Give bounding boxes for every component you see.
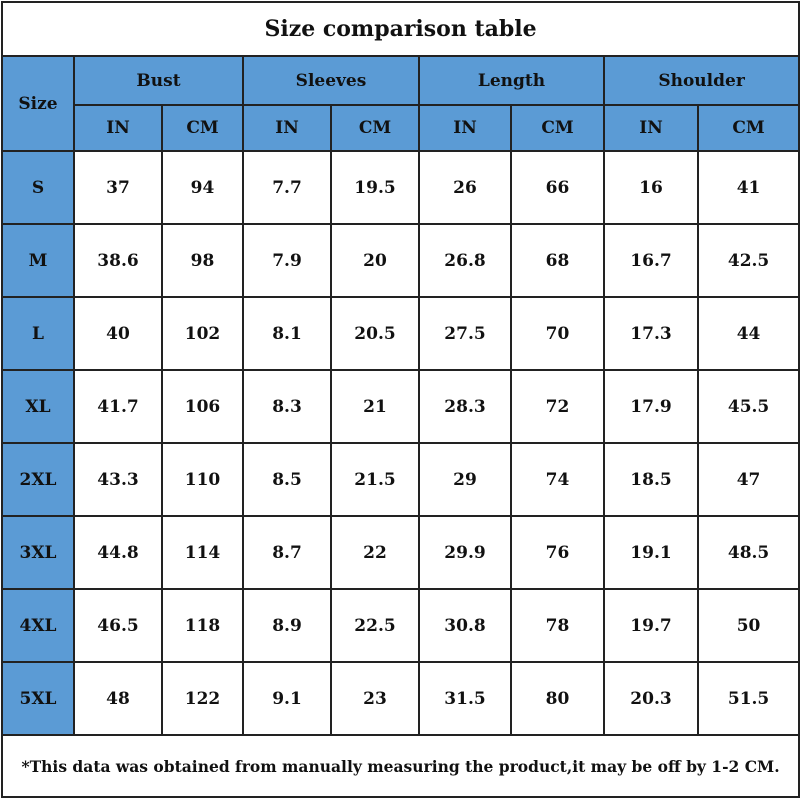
size-cell: XL: [1, 369, 75, 444]
size-cell: 5XL: [1, 661, 75, 736]
value-cell: 48.5: [696, 515, 800, 590]
value-cell: 23: [330, 661, 420, 736]
table-row: XL 41.7 106 8.3 21 28.3 72 17.9 45.5: [1, 369, 800, 444]
value-cell: 114: [161, 515, 244, 590]
table-row: 4XL 46.5 118 8.9 22.5 30.8 78 19.7 50: [1, 588, 800, 663]
size-cell: M: [1, 223, 75, 298]
value-cell: 41.7: [73, 369, 163, 444]
group-header-bust: Bust: [73, 55, 244, 106]
value-cell: 46.5: [73, 588, 163, 663]
group-header-length: Length: [418, 55, 605, 106]
value-cell: 48: [73, 661, 163, 736]
value-cell: 74: [510, 442, 605, 517]
value-cell: 44: [696, 296, 800, 371]
table-row: 3XL 44.8 114 8.7 22 29.9 76 19.1 48.5: [1, 515, 800, 590]
table-row: 5XL 48 122 9.1 23 31.5 80 20.3 51.5: [1, 661, 800, 736]
value-cell: 68: [510, 223, 605, 298]
value-cell: 19.7: [603, 588, 699, 663]
value-cell: 19.1: [603, 515, 699, 590]
value-cell: 78: [510, 588, 605, 663]
footnote: *This data was obtained from manually me…: [0, 734, 800, 798]
value-cell: 20.3: [603, 661, 699, 736]
size-cell: 3XL: [1, 515, 75, 590]
size-cell: S: [1, 150, 75, 225]
value-cell: 47: [696, 442, 800, 517]
value-cell: 42.5: [696, 223, 800, 298]
table-row: S 37 94 7.7 19.5 26 66 16 41: [1, 150, 800, 225]
value-cell: 31.5: [418, 661, 512, 736]
table-row: 2XL 43.3 110 8.5 21.5 29 74 18.5 47: [1, 442, 800, 517]
unit-header: IN: [242, 104, 332, 152]
value-cell: 70: [510, 296, 605, 371]
value-cell: 8.7: [242, 515, 332, 590]
unit-header: CM: [510, 104, 605, 152]
value-cell: 29.9: [418, 515, 512, 590]
size-cell: 4XL: [1, 588, 75, 663]
value-cell: 110: [161, 442, 244, 517]
value-cell: 44.8: [73, 515, 163, 590]
value-cell: 7.7: [242, 150, 332, 225]
unit-header: IN: [73, 104, 163, 152]
unit-header: CM: [330, 104, 420, 152]
value-cell: 21.5: [330, 442, 420, 517]
value-cell: 80: [510, 661, 605, 736]
value-cell: 38.6: [73, 223, 163, 298]
value-cell: 26.8: [418, 223, 512, 298]
table-row: L 40 102 8.1 20.5 27.5 70 17.3 44: [1, 296, 800, 371]
value-cell: 8.9: [242, 588, 332, 663]
unit-header: IN: [603, 104, 699, 152]
table-row: M 38.6 98 7.9 20 26.8 68 16.7 42.5: [1, 223, 800, 298]
value-cell: 8.3: [242, 369, 332, 444]
value-cell: 66: [510, 150, 605, 225]
value-cell: 50: [696, 588, 800, 663]
size-cell: L: [1, 296, 75, 371]
value-cell: 18.5: [603, 442, 699, 517]
value-cell: 98: [161, 223, 244, 298]
value-cell: 19.5: [330, 150, 420, 225]
value-cell: 28.3: [418, 369, 512, 444]
value-cell: 118: [161, 588, 244, 663]
value-cell: 41: [696, 150, 800, 225]
value-cell: 22: [330, 515, 420, 590]
value-cell: 94: [161, 150, 244, 225]
value-cell: 27.5: [418, 296, 512, 371]
value-cell: 45.5: [696, 369, 800, 444]
value-cell: 9.1: [242, 661, 332, 736]
value-cell: 29: [418, 442, 512, 517]
value-cell: 51.5: [696, 661, 800, 736]
size-header: Size: [1, 55, 75, 152]
value-cell: 40: [73, 296, 163, 371]
group-header-sleeves: Sleeves: [242, 55, 420, 106]
size-cell: 2XL: [1, 442, 75, 517]
value-cell: 122: [161, 661, 244, 736]
unit-header: IN: [418, 104, 512, 152]
value-cell: 16: [603, 150, 699, 225]
value-cell: 8.1: [242, 296, 332, 371]
value-cell: 37: [73, 150, 163, 225]
value-cell: 16.7: [603, 223, 699, 298]
value-cell: 72: [510, 369, 605, 444]
table-title: Size comparison table: [0, 1, 800, 57]
value-cell: 30.8: [418, 588, 512, 663]
value-cell: 8.5: [242, 442, 332, 517]
value-cell: 17.3: [603, 296, 699, 371]
value-cell: 22.5: [330, 588, 420, 663]
value-cell: 21: [330, 369, 420, 444]
value-cell: 20.5: [330, 296, 420, 371]
group-header-shoulder: Shoulder: [602, 55, 800, 106]
value-cell: 17.9: [603, 369, 699, 444]
unit-header: CM: [161, 104, 244, 152]
unit-header: CM: [696, 104, 800, 152]
value-cell: 20: [330, 223, 420, 298]
value-cell: 7.9: [242, 223, 332, 298]
value-cell: 76: [510, 515, 605, 590]
value-cell: 26: [418, 150, 512, 225]
value-cell: 102: [161, 296, 244, 371]
value-cell: 106: [161, 369, 244, 444]
value-cell: 43.3: [73, 442, 163, 517]
